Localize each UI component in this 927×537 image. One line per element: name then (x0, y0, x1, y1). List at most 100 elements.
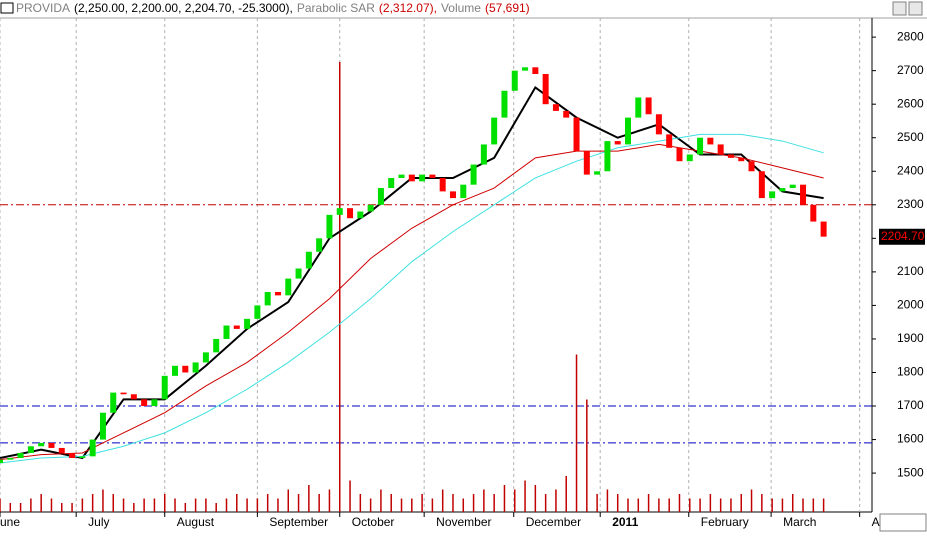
x-tick-label: une (0, 515, 20, 529)
candle-body (738, 157, 745, 162)
candle-body (408, 174, 415, 182)
candle-body (800, 184, 807, 205)
header-line: PROVIDA (2,250.00, 2,200.00, 2,204.70, -2… (16, 1, 530, 15)
header-part: (2,250.00, 2,200.00, 2,204.70, -25.3000)… (74, 1, 293, 15)
candle-body (645, 97, 652, 115)
y-tick-label: 2700 (897, 63, 924, 77)
candle-body (264, 291, 271, 306)
header-text: PROVIDA (2,250.00, 2,200.00, 2,204.70, -2… (16, 1, 530, 15)
candle-body (182, 365, 189, 373)
candle-body (202, 352, 209, 363)
last-price-box (879, 228, 925, 245)
moving-average-line (0, 143, 824, 461)
candle-body (717, 144, 724, 155)
header-part: (2,312.07), (379, 1, 437, 15)
candle-body (789, 184, 796, 189)
candle-body (377, 188, 384, 205)
candle-body (491, 117, 498, 145)
y-tick-label: 1600 (897, 432, 924, 446)
candle-body (347, 208, 354, 219)
candle-body (594, 171, 601, 175)
x-tick-label: October (352, 515, 395, 529)
candle-body (99, 412, 106, 440)
candle-body (274, 291, 281, 296)
candle-body (666, 134, 673, 148)
candle-body (625, 117, 632, 145)
candle-body (655, 114, 662, 135)
candle-body (161, 375, 168, 400)
candle-body (460, 184, 467, 199)
candle-body (326, 214, 333, 239)
header-part: PROVIDA (16, 1, 70, 15)
candle-body (727, 154, 734, 158)
restore-button[interactable] (892, 1, 907, 16)
candle-body (419, 174, 426, 182)
candle-body (522, 67, 529, 71)
close-button[interactable] (908, 1, 923, 16)
candle-body (0, 459, 3, 464)
candle-body (707, 137, 714, 145)
candle-body (69, 452, 76, 459)
candle-body (748, 161, 755, 172)
candle-body (470, 164, 477, 185)
candle-body (532, 67, 539, 75)
candle-body (686, 154, 693, 162)
candle-body (635, 97, 642, 118)
y-tick-label: 2800 (897, 29, 924, 43)
y-tick-label: 2500 (897, 130, 924, 144)
candle-body (449, 191, 456, 199)
candle-body (192, 362, 199, 373)
window-icon[interactable] (0, 2, 14, 14)
candle-body (79, 456, 86, 459)
candle-body (810, 204, 817, 222)
candle-body (151, 399, 158, 407)
candle-body (17, 452, 24, 459)
candle-body (511, 70, 518, 91)
candle-body (563, 110, 570, 118)
header-part: (57,691) (485, 1, 530, 15)
candle-body (233, 325, 240, 329)
x-tick-label: March (783, 515, 816, 529)
x-tick-label: July (88, 515, 109, 529)
candle-body (27, 446, 34, 453)
candle-body (552, 104, 559, 111)
candle-body (439, 177, 446, 192)
x-tick-label: December (526, 515, 581, 529)
candle-body (573, 117, 580, 152)
candle-body (120, 392, 127, 395)
candle-body (38, 442, 45, 447)
candle-body (367, 204, 374, 212)
candle-body (316, 238, 323, 252)
y-tick-label: 1700 (897, 398, 924, 412)
candle-body (542, 74, 549, 105)
candle-body (604, 141, 611, 172)
y-tick-label: 2300 (897, 197, 924, 211)
candle-body (480, 144, 487, 165)
y-tick-label: 1900 (897, 331, 924, 345)
candle-body (254, 305, 261, 319)
candle-body (130, 394, 137, 400)
corner-box (879, 513, 927, 532)
candle-body (758, 171, 765, 199)
y-tick-label: 1500 (897, 465, 924, 479)
candle-body (295, 268, 302, 279)
x-tick-label: November (436, 515, 491, 529)
candle-body (820, 221, 827, 237)
candle-body (769, 191, 776, 199)
y-tick-label: 1800 (897, 365, 924, 379)
candle-body (7, 458, 14, 460)
candle-body (58, 447, 65, 453)
y-tick-label: 2100 (897, 264, 924, 278)
candle-body (697, 137, 704, 155)
candle-body (398, 174, 405, 178)
candle-body (336, 208, 343, 215)
header-part: Parabolic SAR (297, 1, 375, 15)
candle-body (779, 188, 786, 192)
candle-body (110, 392, 117, 413)
candle-body (583, 151, 590, 175)
moving-average-line (0, 133, 824, 464)
x-tick-label: 2011 (612, 515, 638, 529)
candle-body (172, 365, 179, 376)
candle-body (388, 177, 395, 189)
